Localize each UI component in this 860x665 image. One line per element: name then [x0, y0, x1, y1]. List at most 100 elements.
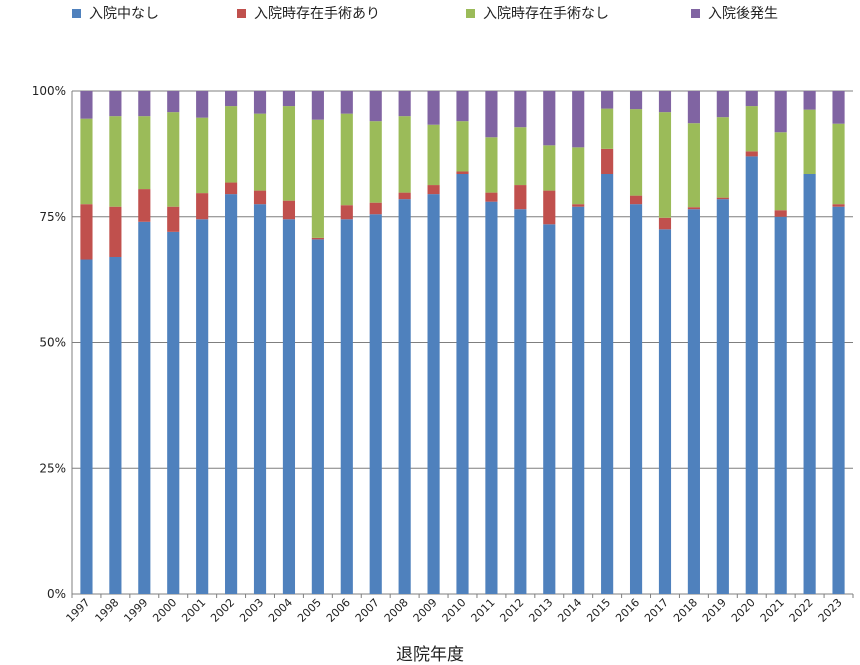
- bar-segment-2023-s0: [832, 206, 845, 594]
- bar-segment-2001-s1: [196, 193, 209, 220]
- bar-segment-2018-s2: [687, 123, 700, 208]
- bar-segment-1997-s3: [80, 91, 93, 119]
- bar-segment-1998-s0: [109, 256, 122, 594]
- bar-segment-2008-s0: [398, 199, 411, 594]
- bar-segment-2023-s1: [832, 204, 845, 207]
- bar-segment-2010-s1: [456, 171, 469, 174]
- bar-segment-2021-s3: [774, 91, 787, 133]
- x-tick-label: 2011: [469, 596, 498, 625]
- x-tick-label: 2009: [411, 596, 440, 625]
- x-tick-label: 2016: [613, 596, 642, 625]
- x-tick-label: 2018: [671, 596, 700, 625]
- bar-segment-2013-s1: [543, 190, 556, 225]
- bar-segment-1997-s2: [80, 118, 93, 205]
- bar-segment-2014-s3: [572, 91, 585, 148]
- legend-label-2: 入院時存在手術なし: [483, 6, 609, 22]
- bar-segment-2009-s2: [427, 124, 440, 186]
- legend-label-1: 入院時存在手術あり: [254, 6, 380, 22]
- legend: 入院中なし 入院時存在手術あり 入院時存在手術なし 入院後発生: [0, 3, 860, 23]
- bar-segment-2017-s2: [658, 112, 672, 218]
- x-tick-label: 2003: [237, 596, 266, 625]
- x-tick-label: 2021: [758, 596, 787, 625]
- x-tick-label: 2014: [555, 596, 584, 625]
- bar-segment-2006-s2: [340, 113, 353, 206]
- bar-segment-2013-s2: [543, 145, 556, 191]
- bar-segment-2016-s1: [629, 195, 643, 205]
- bar-segment-2002-s0: [225, 194, 238, 595]
- bar-segment-2015-s1: [601, 148, 614, 174]
- legend-swatch-1: [237, 8, 246, 18]
- bar-segment-2015-s0: [601, 173, 614, 594]
- bar-segment-2007-s2: [369, 121, 382, 203]
- bar-segment-2018-s0: [687, 209, 700, 594]
- bar-segment-2007-s3: [369, 91, 382, 122]
- bar-segment-2013-s3: [543, 91, 556, 146]
- bar-segment-2008-s2: [398, 116, 411, 193]
- bar-segment-2001-s2: [196, 117, 209, 194]
- bar-segment-2018-s3: [687, 91, 700, 124]
- bar-segment-2001-s3: [196, 91, 209, 118]
- bar-segment-2006-s3: [340, 91, 353, 114]
- legend-item-3: 入院後発生: [691, 3, 778, 23]
- bar-segment-2012-s3: [514, 91, 527, 128]
- x-tick-label: 2012: [497, 596, 526, 625]
- bar-segment-2013-s0: [543, 224, 556, 595]
- bar-segment-1999-s0: [138, 221, 151, 594]
- bar-segment-2010-s3: [456, 91, 469, 122]
- y-tick-label: 75%: [39, 210, 66, 224]
- bar-segment-2002-s2: [225, 106, 238, 183]
- bar-segment-2005-s3: [311, 91, 324, 120]
- bar-segment-2010-s0: [456, 173, 469, 594]
- bar-segment-2007-s0: [369, 214, 382, 595]
- bar-segment-2021-s2: [774, 132, 787, 211]
- bar-segment-2003-s3: [253, 91, 267, 114]
- bar-segment-2015-s2: [601, 108, 614, 149]
- bar-segment-2007-s1: [369, 202, 382, 215]
- bar-segment-2021-s1: [774, 210, 787, 217]
- y-tick-label: 50%: [39, 336, 66, 350]
- bar-segment-2023-s2: [832, 123, 845, 205]
- bar-segment-2005-s0: [311, 239, 324, 594]
- bar-segment-2022-s0: [803, 173, 816, 594]
- bar-segment-2000-s1: [167, 206, 180, 232]
- bar-segment-2023-s3: [832, 91, 845, 124]
- x-tick-label: 1998: [93, 596, 122, 625]
- legend-label-0: 入院中なし: [89, 6, 159, 22]
- x-tick-label: 2017: [642, 596, 671, 625]
- bar-segment-2014-s2: [572, 147, 585, 205]
- legend-item-1: 入院時存在手術あり: [237, 3, 380, 23]
- y-tick-label: 0%: [47, 587, 66, 601]
- bar-segment-2000-s2: [167, 112, 180, 207]
- y-tick-label: 100%: [32, 84, 66, 98]
- bar-segment-2016-s2: [629, 109, 643, 196]
- x-tick-label: 2020: [729, 596, 758, 625]
- bar-segment-2011-s2: [485, 137, 498, 193]
- bar-segment-2018-s1: [687, 207, 700, 210]
- bar-segment-1997-s0: [80, 259, 93, 594]
- legend-swatch-3: [691, 8, 700, 18]
- bar-segment-2014-s1: [572, 204, 585, 207]
- y-tick-label: 25%: [39, 461, 66, 475]
- bar-segment-2015-s3: [601, 91, 614, 109]
- bar-segment-1997-s1: [80, 204, 93, 260]
- bar-segment-2020-s3: [745, 91, 758, 107]
- bar-segment-2009-s3: [427, 91, 440, 125]
- bar-segment-2014-s0: [572, 206, 585, 594]
- bar-segment-2011-s0: [485, 201, 498, 594]
- bar-segment-2004-s2: [282, 106, 296, 201]
- bar-segment-2009-s0: [427, 194, 440, 595]
- bar-segment-1998-s2: [109, 116, 122, 207]
- x-tick-label: 2022: [787, 596, 816, 625]
- bar-segment-1999-s3: [138, 91, 151, 117]
- x-tick-label: 2023: [816, 596, 845, 625]
- bar-segment-2000-s0: [167, 231, 180, 594]
- bar-segment-2016-s0: [629, 204, 643, 595]
- bar-segment-2020-s0: [745, 156, 758, 594]
- bar-segment-1998-s1: [109, 206, 122, 257]
- bar-segment-2003-s1: [253, 190, 267, 205]
- x-tick-label: 2015: [584, 596, 613, 625]
- x-tick-label: 2013: [526, 596, 555, 625]
- legend-label-3: 入院後発生: [708, 6, 778, 22]
- x-tick-label: 2005: [295, 596, 324, 625]
- legend-item-0: 入院中なし: [72, 3, 159, 23]
